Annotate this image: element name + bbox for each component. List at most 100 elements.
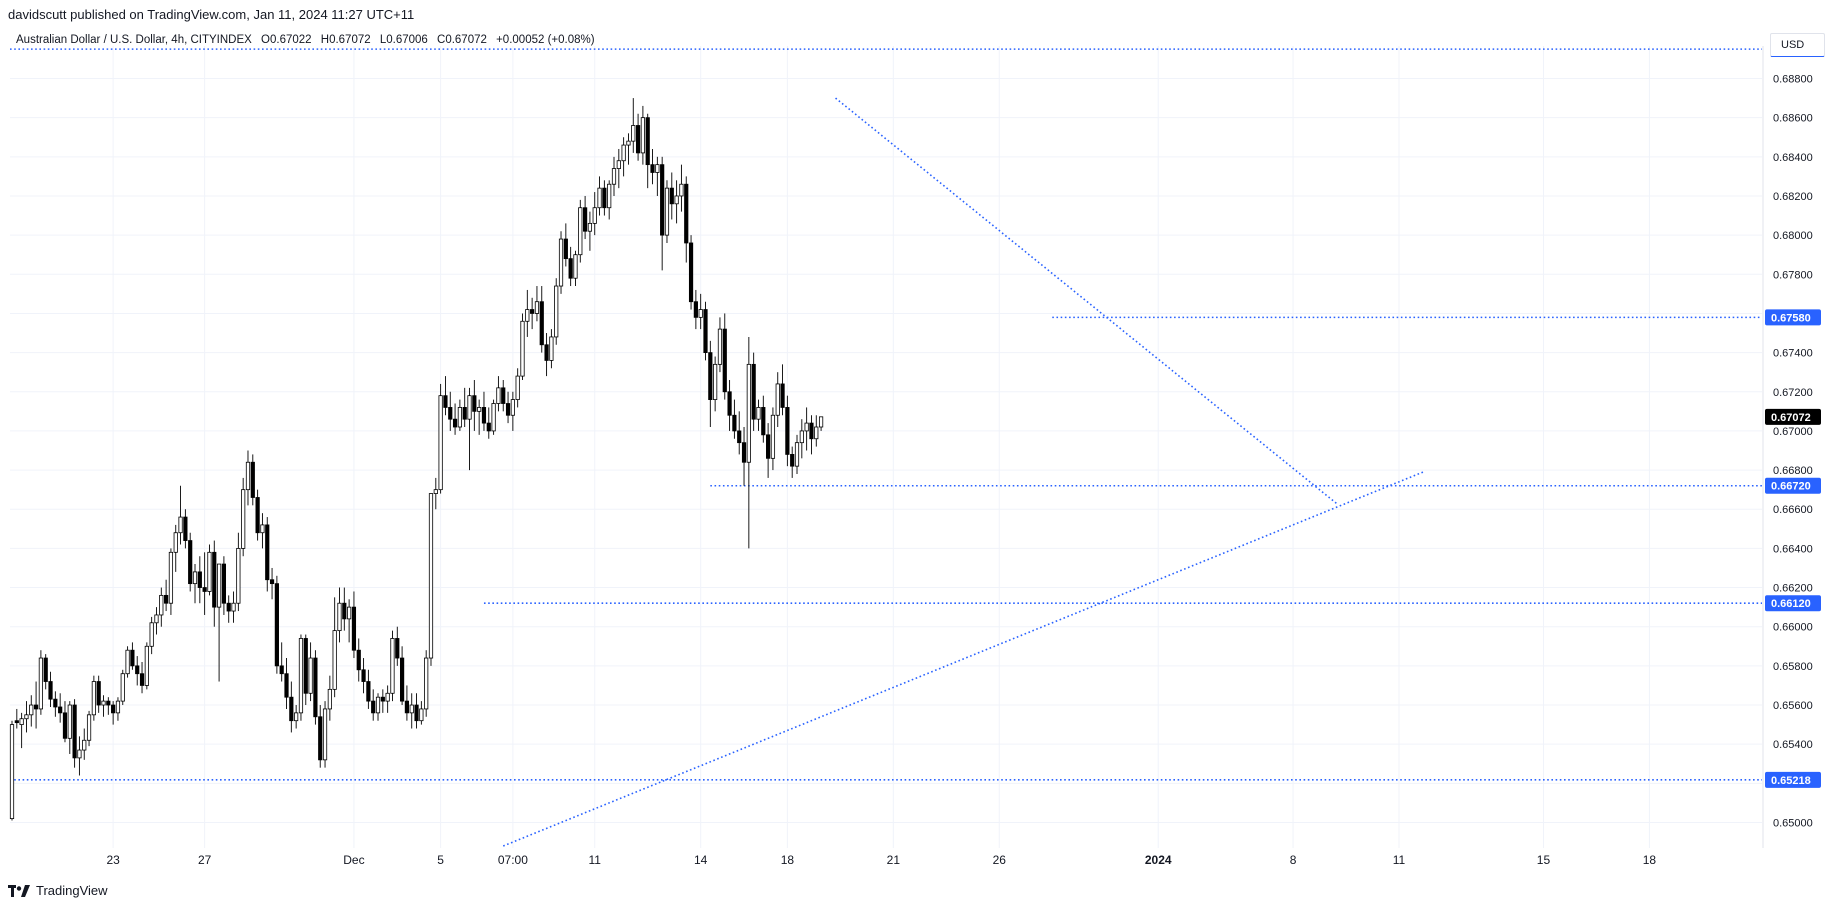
candle: [669, 172, 674, 220]
x-tick-label: 21: [887, 853, 901, 867]
candle-body: [751, 363, 756, 420]
candle: [216, 563, 222, 682]
candle: [621, 137, 626, 177]
candle: [404, 685, 410, 721]
candle-body: [38, 657, 43, 710]
candle: [419, 701, 424, 725]
y-tick-label: 0.65600: [1773, 700, 1813, 712]
candle: [520, 313, 525, 381]
x-tick-label: 14: [694, 853, 708, 867]
time-axis[interactable]: 23 27 Dec 5 07:00 11 14 18 21 26 2024 8 11 15 18: [106, 853, 1656, 867]
price-axis[interactable]: 0.68800 0.68600 0.68400 0.68200 0.68000 0.678…: [1773, 74, 1813, 830]
x-tick-label: 07:00: [498, 853, 528, 867]
candle-body: [766, 434, 771, 459]
candle: [756, 399, 761, 431]
candle: [703, 301, 708, 361]
candle: [770, 407, 776, 471]
candle-body: [130, 649, 135, 667]
candle: [611, 156, 617, 196]
candle: [428, 493, 434, 666]
y-tick-label: 0.68800: [1773, 74, 1813, 86]
candle-body: [164, 594, 169, 604]
candlestick-chart[interactable]: 0.68800 0.68600 0.68400 0.68200 0.68000 0.678…: [0, 0, 1835, 880]
candle: [626, 133, 631, 165]
candle-body: [462, 407, 467, 420]
y-tick-label: 0.65400: [1773, 739, 1813, 751]
candle-body: [298, 638, 304, 714]
candle-body: [433, 489, 438, 494]
candle-body: [284, 673, 289, 698]
candle: [86, 710, 92, 747]
candle: [399, 646, 405, 706]
candle: [96, 675, 101, 713]
candle: [722, 313, 727, 400]
candle-body: [337, 602, 342, 632]
symbol-name: Australian Dollar / U.S. Dollar, 4h, CIT…: [16, 34, 252, 46]
candle: [313, 650, 318, 725]
candle-body: [221, 563, 227, 604]
candle-body: [428, 493, 434, 659]
candle: [226, 595, 231, 623]
candle-body: [202, 587, 207, 592]
candle: [679, 164, 684, 212]
candle: [332, 597, 337, 698]
candle-body: [231, 602, 236, 612]
level-labels: 0.67580 0.66720 0.66120 0.65218 0.67072: [1765, 309, 1821, 788]
candle: [693, 289, 698, 330]
candle: [245, 450, 251, 506]
candle-body: [457, 407, 462, 428]
footer: TradingView: [8, 883, 108, 898]
candle: [510, 391, 515, 431]
candle: [120, 669, 125, 706]
candle-body: [120, 673, 125, 702]
trendline: [502, 471, 1424, 847]
candle: [250, 454, 255, 506]
candle: [337, 587, 342, 643]
candle-body: [77, 749, 82, 759]
candle-body: [173, 532, 178, 553]
x-tick-label: 23: [106, 853, 120, 867]
candle: [775, 372, 780, 428]
x-tick-label: 27: [198, 853, 212, 867]
candle: [583, 195, 588, 240]
candle: [101, 695, 106, 717]
candle-body: [481, 407, 487, 424]
candle: [602, 180, 607, 216]
candle-body: [597, 187, 602, 209]
candle-body: [539, 301, 544, 346]
candle-body: [207, 551, 212, 592]
candle: [645, 113, 650, 189]
candle-body: [626, 140, 631, 146]
candle: [178, 485, 183, 545]
candle-body: [655, 164, 660, 173]
candle: [424, 650, 429, 717]
candle-body: [799, 430, 804, 444]
y-tick-label: 0.67400: [1773, 348, 1813, 360]
candle-body: [573, 254, 578, 279]
symbol-legend[interactable]: Australian Dollar / U.S. Dollar, 4h, CIT…: [16, 34, 601, 46]
candle: [269, 567, 275, 600]
candle: [274, 575, 279, 674]
tradingview-logo-icon: [8, 884, 30, 897]
horizontal-levels: [10, 48, 1762, 781]
y-tick-label: 0.66800: [1773, 465, 1813, 477]
trendlines: [502, 97, 1424, 847]
candle: [395, 626, 400, 666]
currency-button[interactable]: USD: [1770, 33, 1825, 57]
candle: [19, 712, 24, 749]
candle: [111, 701, 116, 725]
candle-body: [313, 657, 318, 718]
candle-body: [741, 442, 747, 463]
candle-body: [448, 407, 453, 420]
candle: [785, 395, 790, 467]
candle: [197, 556, 202, 604]
candle-body: [621, 144, 626, 162]
candle: [62, 701, 68, 743]
x-tick-label: Dec: [343, 853, 364, 867]
candle: [515, 368, 520, 408]
candle: [130, 642, 135, 670]
candle: [231, 591, 236, 623]
level-price-label: 0.66120: [1771, 598, 1811, 610]
candle-body: [549, 336, 554, 361]
candle-body: [794, 442, 800, 467]
